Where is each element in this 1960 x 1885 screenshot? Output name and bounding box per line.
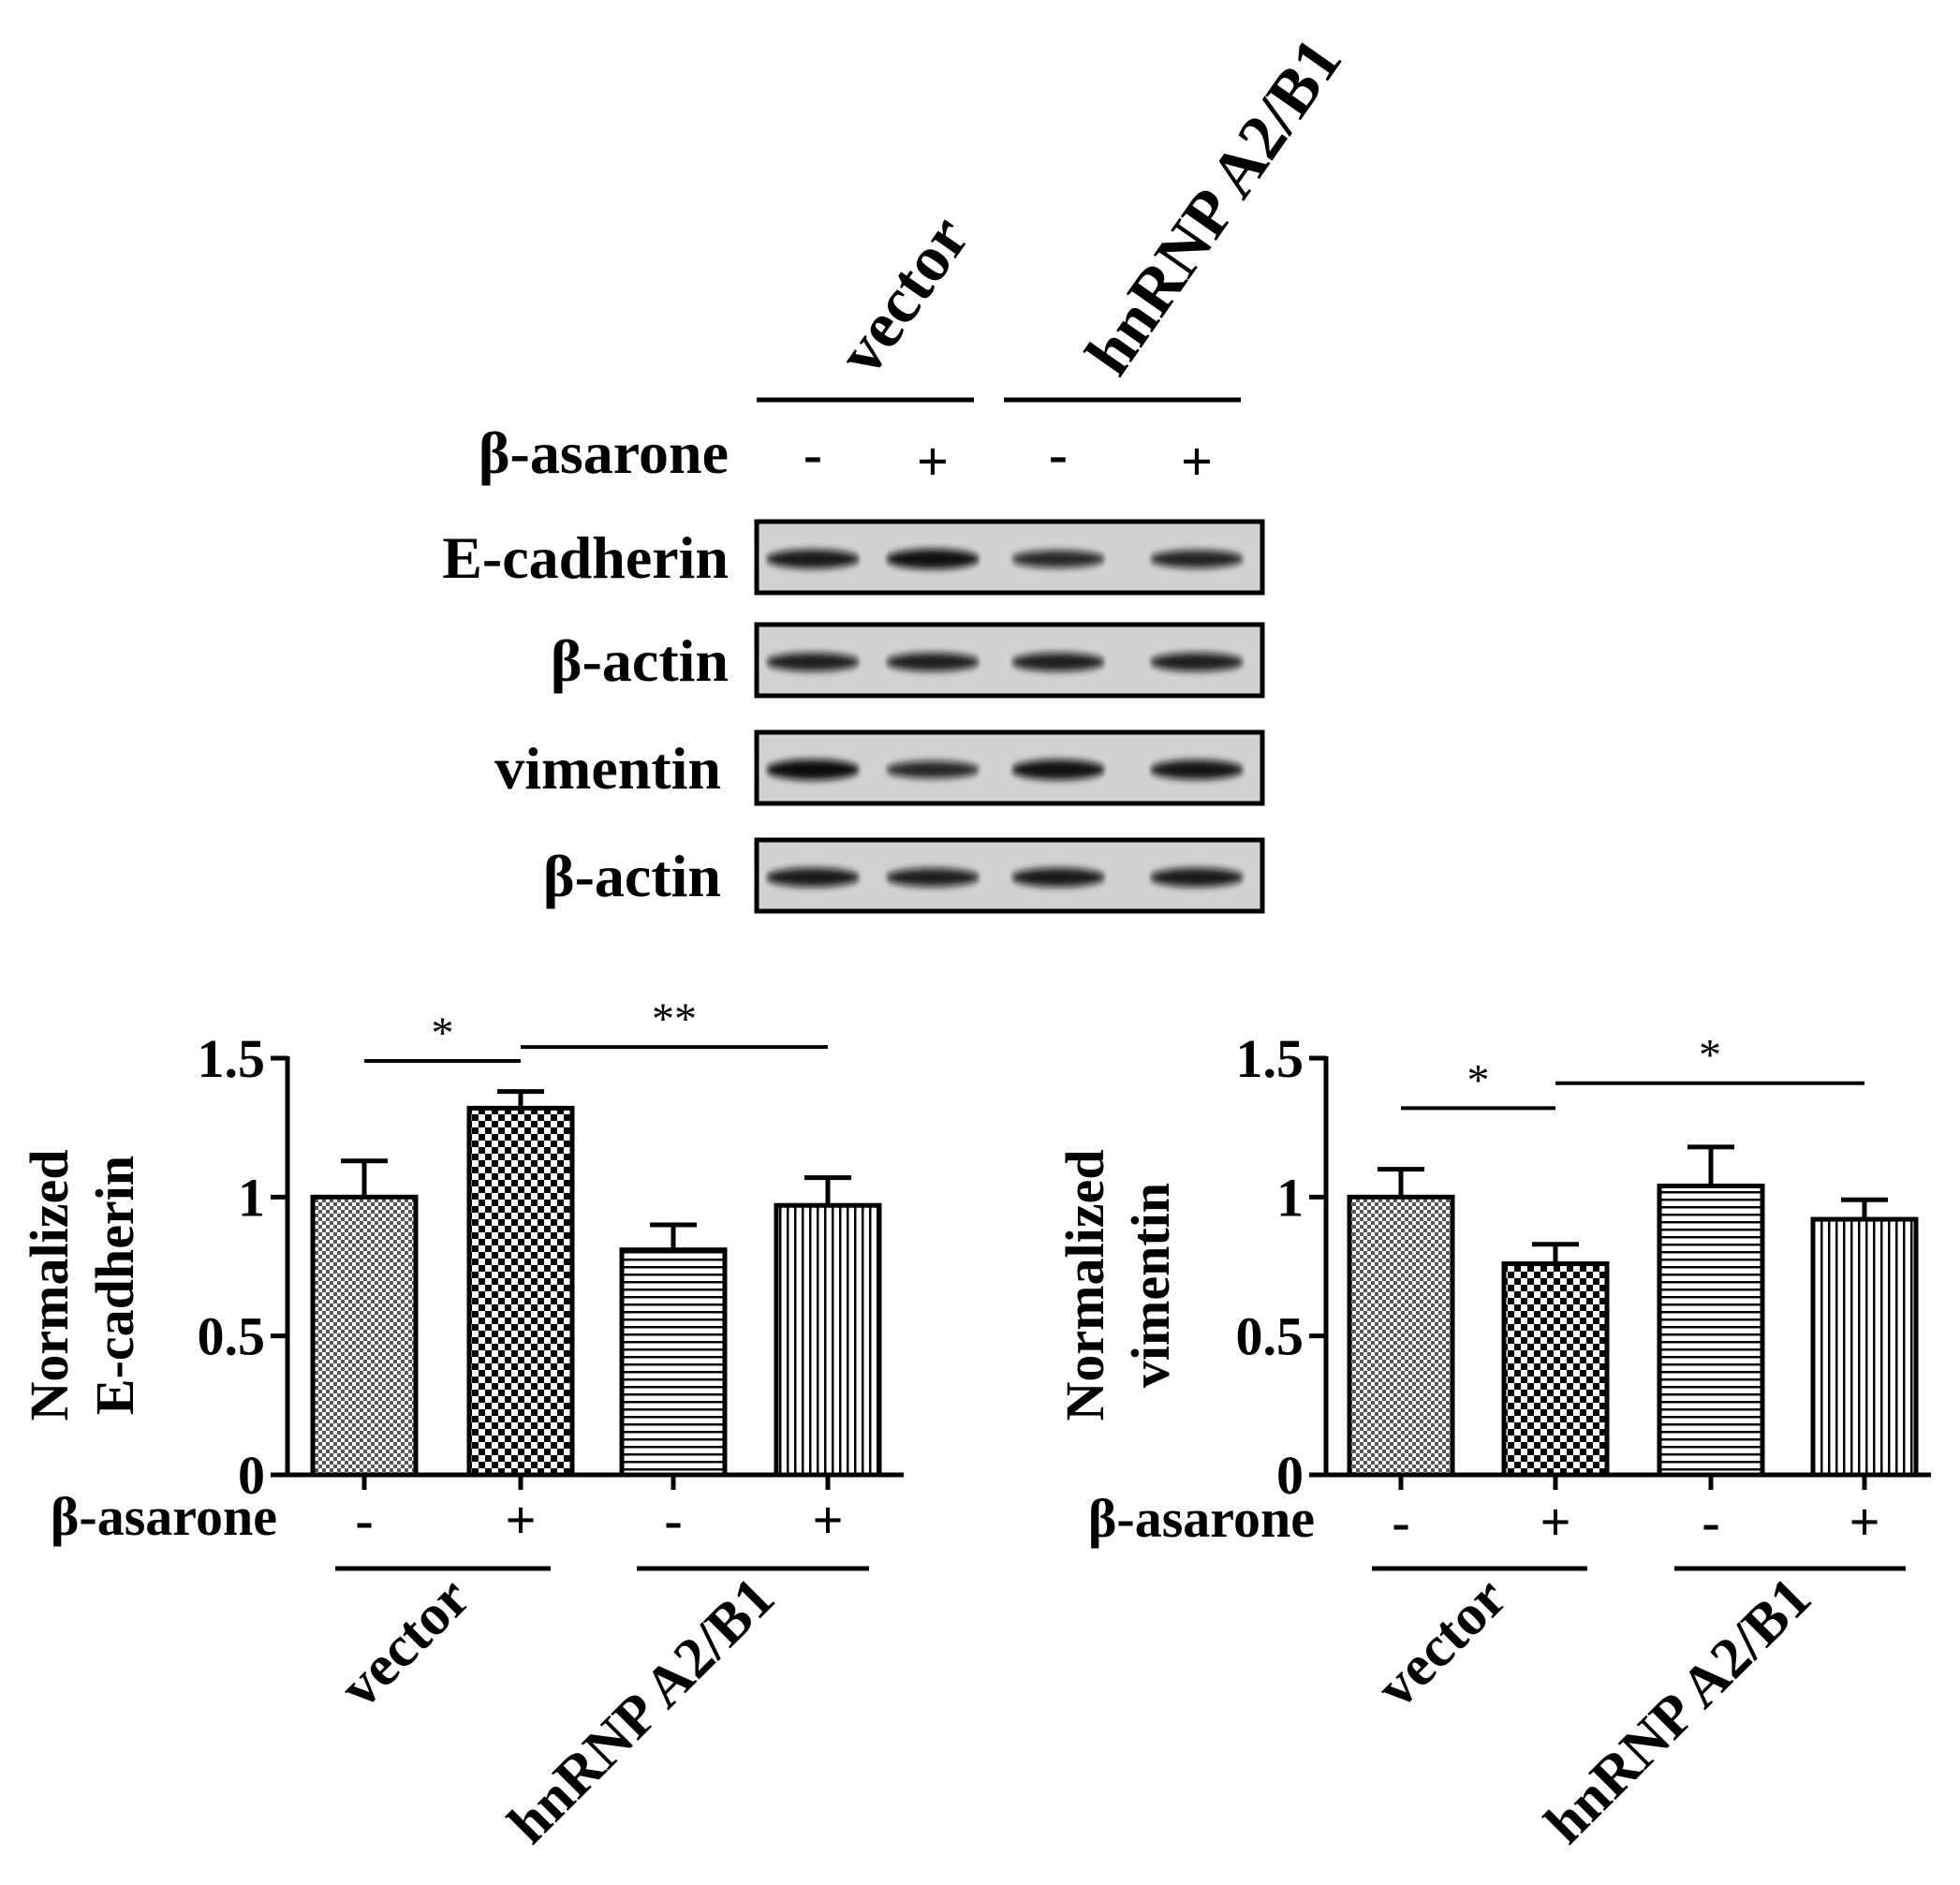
treatment-sign: +: [1849, 1492, 1879, 1553]
blot-lane-sign: -: [803, 423, 822, 485]
blot-band: [1150, 759, 1244, 780]
blot-band: [766, 653, 860, 671]
treatment-label: β-asarone: [1088, 1488, 1315, 1549]
blot-band: [1150, 867, 1244, 888]
group-label: vector: [1364, 1566, 1519, 1720]
treatment-sign: -: [1702, 1492, 1719, 1553]
bar: [1501, 1261, 1610, 1478]
blot-row-label: β-actin: [551, 627, 729, 694]
blot-band: [766, 759, 860, 780]
blot-lane-sign: +: [917, 431, 949, 493]
bar: [1657, 1183, 1765, 1478]
group-label: vector: [328, 1566, 482, 1720]
group-label: hnRNP A2/B1: [496, 1566, 787, 1856]
treatment-sign: -: [1392, 1492, 1409, 1553]
y-tick-label: 1: [1276, 1167, 1304, 1228]
bar: [1347, 1194, 1455, 1478]
chart-e-cadherin: 0 0.5 1 1.5 Normalized E-cadherin - + - + β-asaron…: [19, 994, 904, 1856]
blot-band: [1011, 550, 1105, 568]
treatment-sign: -: [664, 1490, 682, 1551]
blot-band: [1150, 550, 1244, 568]
bar: [310, 1194, 419, 1478]
blot-band: [886, 868, 980, 887]
blot-band: [886, 549, 980, 569]
significance-label: *: [1699, 1031, 1721, 1081]
y-axis-label: Normalized: [1054, 1150, 1115, 1421]
blot-band: [886, 760, 980, 779]
y-tick-label: 1: [238, 1167, 265, 1228]
blot-band: [766, 549, 860, 569]
blot-group-hnrnp: hnRNP A2/B1: [1072, 25, 1356, 388]
blot-band: [1150, 653, 1244, 671]
treatment-sign: +: [505, 1490, 536, 1551]
blot-lane-sign: +: [1181, 431, 1213, 493]
y-axis-label: E-cadherin: [84, 1156, 145, 1415]
blot-band: [886, 653, 980, 671]
significance-label: **: [652, 994, 697, 1044]
y-tick-label: 0: [1276, 1445, 1304, 1506]
blot-band: [1011, 653, 1105, 671]
y-tick-label: 1.5: [198, 1028, 266, 1089]
y-axis-label: Normalized: [19, 1150, 80, 1421]
treatment-label: β-asarone: [51, 1486, 277, 1547]
bar: [619, 1247, 728, 1478]
y-axis-label: vimentin: [1120, 1183, 1181, 1388]
blot-band: [1011, 759, 1105, 780]
blot-band: [766, 867, 860, 888]
y-tick-label: 1.5: [1236, 1028, 1304, 1089]
western-blot: vector hnRNP A2/B1 β-asarone - + - + E-c…: [442, 25, 1356, 914]
treatment-sign: +: [1540, 1492, 1570, 1553]
bar: [466, 1105, 575, 1478]
chart-vimentin: 0 0.5 1 1.5 Normalized vimentin - + - + β-asarone v…: [1054, 1028, 1931, 1856]
significance-label: *: [432, 1009, 454, 1058]
y-tick-label: 0.5: [1236, 1306, 1304, 1367]
treatment-sign: +: [812, 1490, 843, 1551]
significance-label: *: [1467, 1055, 1490, 1105]
blot-row-label: vimentin: [494, 735, 721, 802]
y-tick-label: 0.5: [198, 1306, 266, 1367]
blot-group-vector: vector: [824, 203, 983, 388]
group-label: hnRNP A2/B1: [1533, 1566, 1823, 1856]
bar: [774, 1202, 882, 1478]
blot-band: [1011, 867, 1105, 888]
blot-row-label: β-actin: [543, 843, 721, 909]
blot-treatment-label: β-asarone: [479, 420, 729, 486]
bar: [1810, 1216, 1919, 1478]
treatment-sign: -: [355, 1490, 373, 1551]
blot-row-label: E-cadherin: [442, 524, 729, 591]
blot-lane-sign: -: [1049, 423, 1068, 485]
y-tick-label: 0: [238, 1445, 265, 1506]
